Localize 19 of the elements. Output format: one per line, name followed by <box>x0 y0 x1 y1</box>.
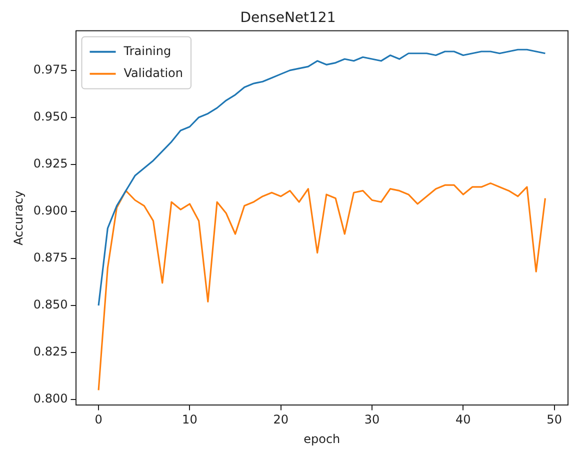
x-tick-label: 20 <box>273 412 288 427</box>
legend-label: Training <box>122 44 172 58</box>
y-tick-label: 0.825 <box>33 344 68 359</box>
x-axis-title: epoch <box>304 432 340 446</box>
y-tick-label: 0.850 <box>33 298 68 312</box>
y-tick-label: 0.900 <box>33 204 68 218</box>
x-tick-label: 40 <box>456 412 471 427</box>
x-tick-label: 0 <box>94 412 102 427</box>
y-tick-label: 0.800 <box>33 392 68 406</box>
y-tick-label: 0.875 <box>33 250 68 265</box>
x-tick-label: 50 <box>546 412 562 427</box>
y-tick-label: 0.975 <box>33 62 68 76</box>
legend-label: Validation <box>124 66 184 80</box>
x-tick-label: 30 <box>364 412 380 427</box>
y-axis-title: Accuracy <box>11 190 26 246</box>
y-tick-label: 0.925 <box>33 156 68 171</box>
chart-title: DenseNet121 <box>240 10 336 26</box>
x-tick-label: 10 <box>182 412 198 427</box>
y-tick-label: 0.950 <box>33 109 68 124</box>
